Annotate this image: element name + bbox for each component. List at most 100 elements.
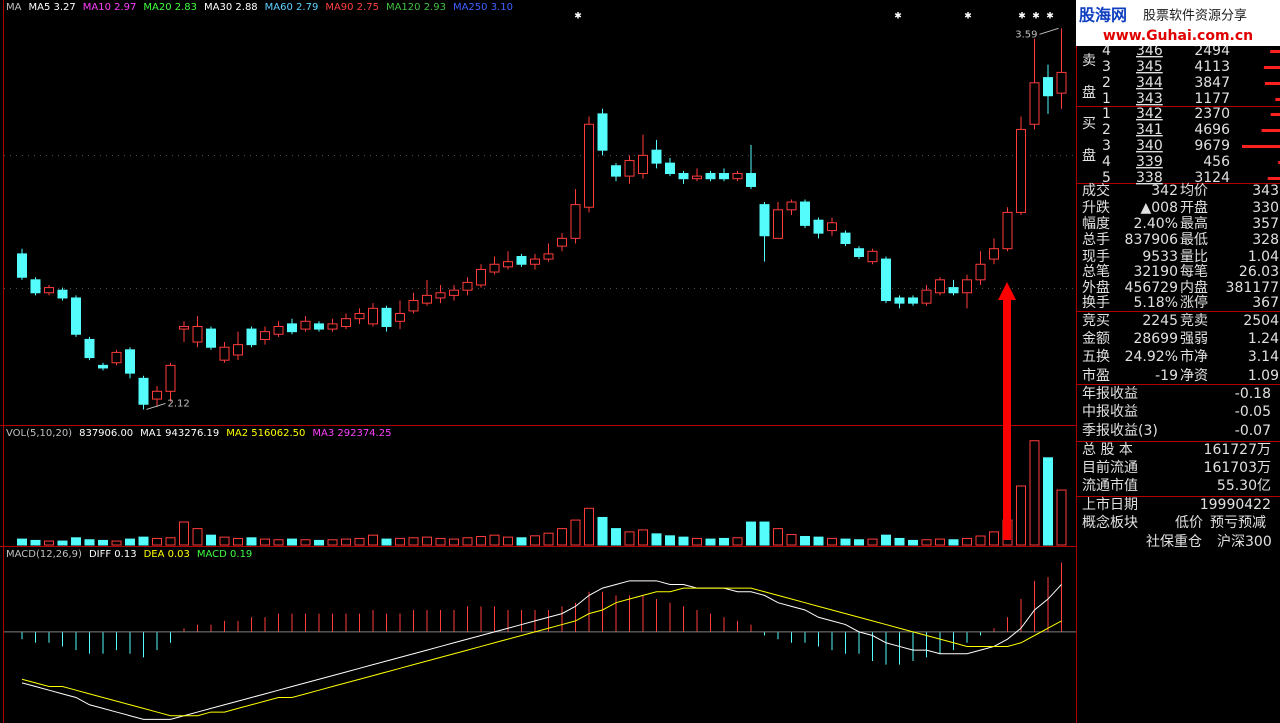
candle-body [1016,128,1026,213]
volume-bar [273,539,284,546]
book-level: 3 [1102,138,1111,154]
volume-bar [881,534,891,546]
event-marker: ✱ [894,12,902,22]
volume-bar [246,537,257,546]
book-volume-bar [1275,98,1280,101]
event-marker: ✱ [1018,12,1026,22]
annotation-leader [146,402,166,410]
candle-body [665,162,675,175]
volume-bar [975,535,986,546]
stat-value: 357 [1252,216,1279,232]
stat-value: 367 [1252,295,1279,311]
candle-body [840,232,851,245]
candle-body [476,268,486,286]
volume-bar [57,540,68,546]
finance-value: 161703万 [1204,460,1271,476]
stat-value: 3.14 [1248,349,1279,365]
legend-item: MA5 3.27 [28,2,75,13]
event-markers: ✱ ✱ ✱ ✱ ✱ ✱ [574,12,1054,22]
volume-bar [395,537,405,546]
volume-bar [422,536,432,546]
book-side-label: 盘 [1082,84,1096,101]
candle-body [327,323,338,330]
book-price: 341 [1136,122,1163,138]
candle-body [125,349,135,374]
volume-bar [1016,485,1026,546]
stat-label: 每笔 [1180,264,1208,280]
book-level: 1 [1102,106,1111,122]
stat-label: 金额 [1082,331,1110,347]
volume-bar [678,536,689,546]
finance-value: -0.18 [1235,386,1271,402]
volume-bar [894,537,905,546]
candle-body [422,294,432,304]
candle-body [881,258,891,302]
volume-bar [543,532,554,546]
volume-bar [759,521,770,546]
finance-label: 目前流通 [1082,459,1138,476]
stat-label: 均价 [1180,183,1208,199]
finance-value: 19990422 [1200,497,1271,513]
stat-value: 2245 [1142,313,1178,329]
candle-body [948,287,959,294]
stat-value: 837906 [1125,232,1179,248]
volume-bar [341,538,351,546]
book-volume: 2494 [1194,43,1230,59]
volume-bar [597,516,608,546]
candle-body [111,351,122,364]
candle-body [867,250,878,263]
candle-body [989,248,999,260]
volume-bar [692,537,702,546]
volume-bar [111,540,122,546]
volume-bar [570,519,581,546]
stat-label: 五换 [1082,348,1110,365]
stat-value: 32190 [1133,264,1178,280]
finance-value: 161727万 [1204,442,1271,458]
candle-body [894,297,905,304]
volume-bar [732,537,743,546]
candle-body [530,258,540,265]
volume-bar [408,537,419,546]
book-volume: 4696 [1194,122,1230,138]
volume-bar [948,539,959,546]
candle-body [300,320,311,330]
stat-label: 成交 [1082,182,1110,199]
arrow-shaft [1003,298,1011,540]
book-price: 346 [1136,43,1163,59]
candle-body [381,307,392,327]
candle-body [84,338,95,359]
candle-body [503,261,513,268]
volume-bar [165,537,176,546]
candle-body [638,154,648,175]
volume-bar [84,539,95,546]
stat-value: ▲008 [1141,200,1179,216]
logo-name: 股海网 [1079,6,1127,25]
volume-bar [935,538,945,546]
legend-item: MA90 2.75 [325,2,379,13]
candle-body [152,390,162,400]
book-volume: 4113 [1194,59,1230,75]
volume-bar [962,537,972,546]
max-label: 3.59 [1015,29,1037,40]
candle-body [705,173,716,180]
book-volume: 9679 [1194,138,1230,154]
book-volume-bar [1261,129,1280,132]
stat-label: 竞买 [1082,312,1110,329]
volume-bar [503,536,513,546]
stat-label: 升跌 [1082,200,1110,216]
event-marker: ✱ [964,12,972,22]
book-side-label: 卖 [1082,53,1096,69]
volume-bar [476,535,486,546]
legend-item: MA120 2.93 [386,2,446,13]
candle-body [746,173,756,187]
stat-label: 市盈 [1082,367,1110,384]
stat-label: 内盘 [1180,279,1208,296]
stat-value: 28699 [1133,331,1178,347]
candle-body [44,287,54,294]
volume-bar [381,538,392,546]
finance-label: 年报收益 [1082,386,1138,402]
volume-bar [233,537,243,546]
stat-value: 1.09 [1248,368,1279,384]
